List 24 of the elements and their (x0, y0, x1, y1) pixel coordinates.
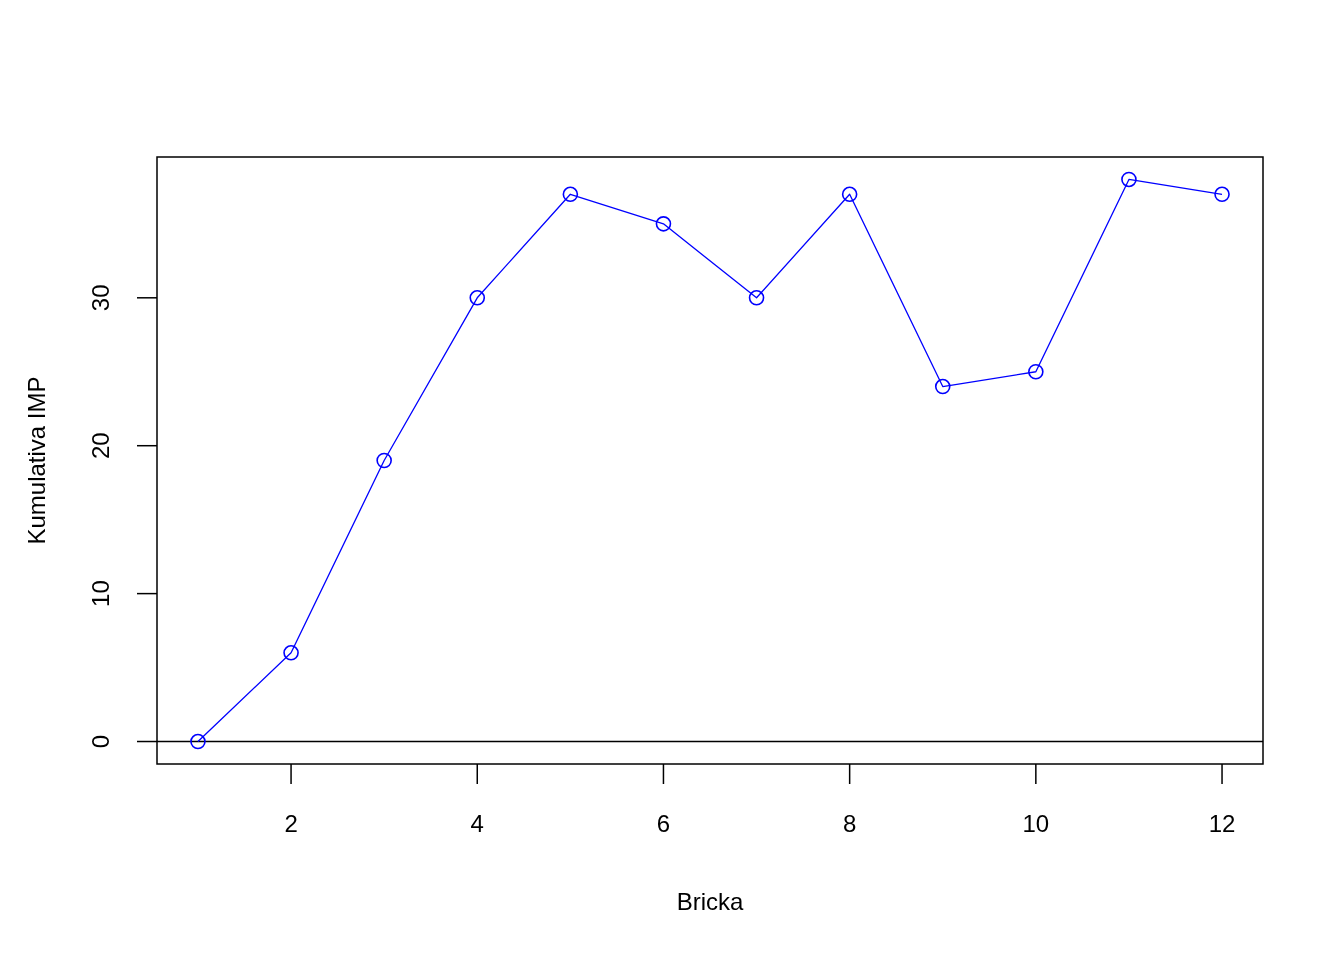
point (934, 378, 951, 395)
point (376, 452, 392, 469)
y-tick-label: 0 (87, 734, 114, 749)
x-axis-title: Bricka (676, 888, 744, 915)
y-tick-label: 20 (87, 432, 114, 460)
point (748, 290, 765, 306)
y-tick-label: 10 (87, 580, 114, 607)
x-tick-label: 2 (284, 810, 298, 837)
point (655, 216, 672, 232)
point (469, 290, 486, 306)
x-tick-label: 12 (1208, 810, 1236, 837)
x-tick-label: 4 (470, 810, 484, 837)
point (562, 186, 579, 203)
y-tick-label: 30 (87, 284, 114, 312)
x-tick-label: 8 (842, 810, 857, 837)
point (1028, 363, 1044, 380)
x-tick-label: 10 (1022, 810, 1050, 837)
point (1121, 171, 1137, 188)
point (1214, 186, 1230, 203)
point (190, 733, 206, 750)
x-tick-label: 6 (656, 810, 671, 837)
point (841, 186, 858, 203)
y-axis-title: Kumulativa IMP (23, 376, 50, 545)
point (283, 644, 299, 661)
